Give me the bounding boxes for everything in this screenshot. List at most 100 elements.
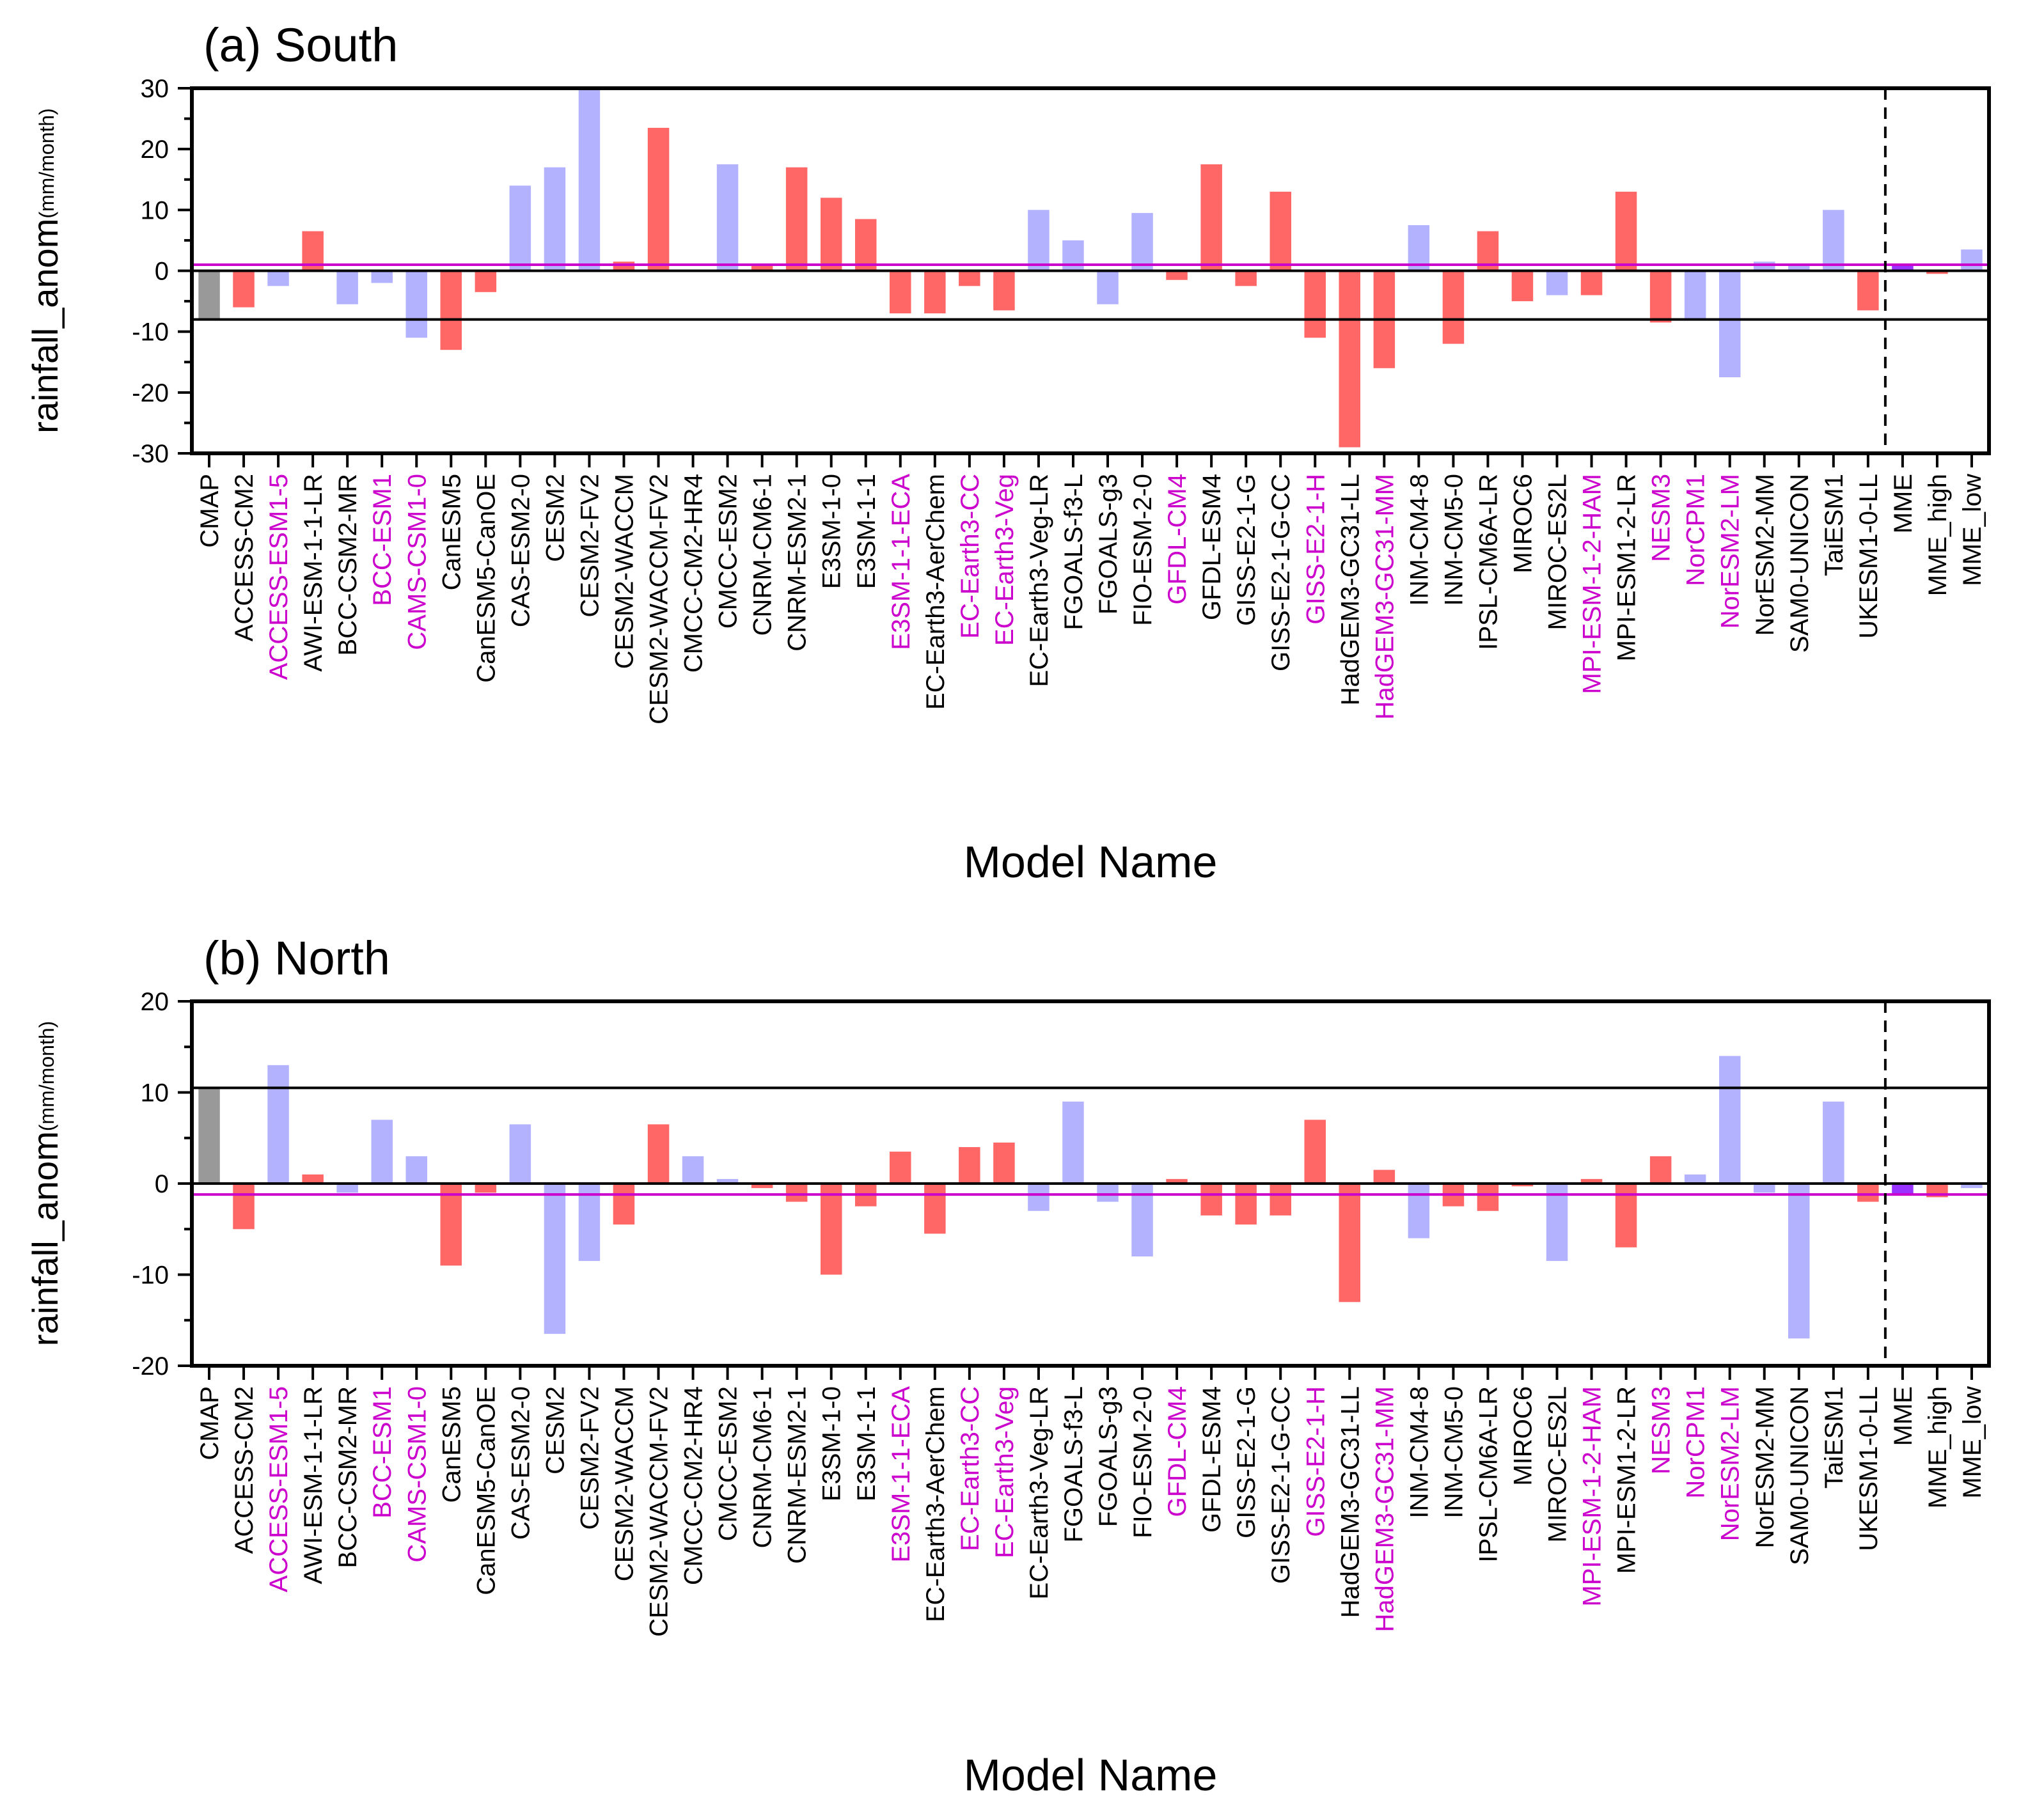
bar-e3sm-1-0: [821, 1184, 842, 1275]
x-tick-label: CMAP: [196, 474, 224, 548]
x-tick-label: CNRM-CM6-1: [749, 474, 777, 636]
x-tick-label: ACCESS-ESM1-5: [265, 1386, 293, 1592]
bar-mpi-esm1-2-lr: [1615, 1184, 1637, 1247]
x-tick-label: INM-CM4-8: [1405, 1386, 1433, 1519]
x-tick-label: SAM0-UNICON: [1786, 474, 1814, 653]
bar-cnrm-esm2-1: [785, 1184, 808, 1202]
x-tick-label: CMCC-ESM2: [714, 474, 743, 629]
x-tick-label: AWI-ESM-1-1-LR: [299, 474, 327, 672]
bar-giss-e2-1-g: [1235, 270, 1257, 286]
bar-miroc6: [1511, 270, 1534, 302]
y-tick-label: 30: [141, 75, 169, 103]
bar-fgoals-f3-l: [1062, 240, 1084, 271]
bar-cams-csm1-0: [405, 1156, 427, 1184]
bar-gfdl-esm4: [1200, 164, 1222, 271]
bar-cesm2: [544, 167, 566, 271]
x-tick-label: E3SM-1-1-ECA: [887, 474, 915, 650]
y-axis-label: rainfall_anom(mm/month): [25, 1021, 65, 1347]
bar-cesm2-waccm-fv2: [647, 1124, 670, 1184]
bar-cesm2-waccm: [613, 1184, 635, 1225]
x-tick-label: CNRM-ESM2-1: [783, 474, 812, 652]
bar-noresm2-mm: [1754, 262, 1775, 271]
y-axis-label: rainfall_anom(mm/month): [25, 108, 65, 434]
x-tick-label: NorESM2-LM: [1717, 474, 1745, 629]
x-tick-label: UKESM1-0-LL: [1855, 474, 1883, 639]
x-tick-label: INM-CM5-0: [1440, 474, 1468, 606]
bar-noresm2-lm: [1719, 1056, 1741, 1184]
y-tick-label: 10: [141, 196, 169, 224]
bar-fio-esm-2-0: [1131, 213, 1153, 271]
x-tick-label: INM-CM5-0: [1440, 1386, 1468, 1519]
bar-cnrm-cm6-1: [751, 1184, 773, 1189]
x-tick-label: MME_low: [1958, 1386, 1986, 1499]
bar-hadgem3-gc31-ll: [1339, 270, 1360, 448]
bar-bcc-esm1: [371, 1120, 393, 1184]
x-tick-label: CNRM-ESM2-1: [783, 1386, 812, 1564]
x-tick-label: GFDL-ESM4: [1198, 474, 1226, 620]
x-tick-label: NorCPM1: [1682, 1386, 1710, 1499]
bar-ec-earth3-aerchem: [924, 270, 946, 314]
x-tick-label: IPSL-CM6A-LR: [1474, 1386, 1502, 1563]
x-tick-label: AWI-ESM-1-1-LR: [299, 1386, 327, 1584]
bar-mme: [1892, 1184, 1914, 1195]
x-tick-label: MME: [1889, 1386, 1917, 1446]
x-axis-label: Model Name: [964, 837, 1218, 887]
chart-title: (b) North: [203, 932, 390, 985]
bar-inm-cm4-8: [1408, 1184, 1430, 1239]
bar-cesm2: [544, 1184, 566, 1334]
x-tick-label: MIROC6: [1509, 474, 1537, 574]
bar-ec-earth3-veg: [993, 1142, 1015, 1184]
x-tick-label: FGOALS-f3-L: [1060, 474, 1088, 630]
x-tick-label: GFDL-ESM4: [1198, 1386, 1226, 1533]
bar-giss-e2-1-h: [1304, 1120, 1326, 1184]
y-tick-label: -20: [132, 1352, 169, 1380]
bar-e3sm-1-1-eca: [890, 270, 911, 314]
bar-bcc-csm2-mr: [336, 1184, 358, 1193]
bar-ipsl-cm6a-lr: [1477, 1184, 1499, 1211]
x-tick-label: FGOALS-g3: [1094, 474, 1122, 614]
x-tick-label: MME: [1889, 474, 1917, 533]
bar-ec-earth3-veg-lr: [1028, 1184, 1050, 1211]
y-tick-label: -30: [132, 440, 169, 468]
bar-taiesm1: [1823, 210, 1844, 271]
x-tick-label: CESM2: [541, 1386, 569, 1474]
bar-giss-e2-1-g-cc: [1270, 1184, 1291, 1216]
x-tick-label: IPSL-CM6A-LR: [1474, 474, 1502, 650]
panel-north: (b) North -20 -10 0 10 20 CMAP ACCESS-CM2 ACCESS…: [25, 932, 1991, 1800]
bar-mpi-esm-1-2-ham: [1580, 1178, 1603, 1184]
bar-gfdl-cm4: [1166, 270, 1188, 280]
bar-e3sm-1-0: [821, 198, 842, 271]
bar-fgoals-g3: [1097, 1184, 1119, 1202]
bar-ec-earth3-aerchem: [924, 1184, 946, 1234]
x-tick-label: CAS-ESM2-0: [507, 474, 535, 627]
x-tick-label: CanESM5: [437, 474, 466, 590]
bar-giss-e2-1-h: [1304, 270, 1326, 338]
x-tick-label: FIO-ESM-2-0: [1129, 1386, 1157, 1538]
x-tick-label: EC-Earth3-CC: [956, 1386, 984, 1551]
x-tick-label: BCC-CSM2-MR: [334, 1386, 362, 1568]
bar-cmcc-esm2: [716, 164, 739, 271]
x-tick-label: ACCESS-ESM1-5: [265, 474, 293, 680]
bar-canesm5-canoe: [475, 1184, 497, 1193]
bar-miroc6: [1511, 1184, 1534, 1187]
bar-taiesm1: [1823, 1101, 1844, 1184]
y-tick-label: -10: [132, 318, 169, 347]
x-tick-label: BCC-CSM2-MR: [334, 474, 362, 655]
x-tick-label: E3SM-1-1-ECA: [887, 1386, 915, 1563]
x-tick-label: TaiESM1: [1820, 474, 1848, 576]
x-tick-label: GISS-E2-1-H: [1301, 1386, 1330, 1537]
bar-ec-earth3-veg: [993, 270, 1015, 311]
bar-cmcc-esm2: [716, 1178, 739, 1184]
bar-cas-esm2-0: [509, 185, 531, 271]
x-tick-label: GFDL-CM4: [1163, 1386, 1191, 1517]
x-tick-label: MPI-ESM1-2-LR: [1613, 474, 1641, 661]
x-tick-label: GFDL-CM4: [1163, 474, 1191, 604]
x-tick-label: EC-Earth3-Veg-LR: [1025, 474, 1053, 687]
x-tick-label: E3SM-1-1: [853, 1386, 881, 1501]
x-tick-label: CESM2-WACCM: [611, 1386, 639, 1581]
x-tick-label: CMAP: [196, 1386, 224, 1460]
x-tick-label: MIROC6: [1509, 1386, 1537, 1486]
x-tick-label: NorCPM1: [1682, 474, 1710, 586]
x-tick-label: UKESM1-0-LL: [1855, 1386, 1883, 1551]
x-tick-label: MIROC-ES2L: [1544, 474, 1572, 630]
